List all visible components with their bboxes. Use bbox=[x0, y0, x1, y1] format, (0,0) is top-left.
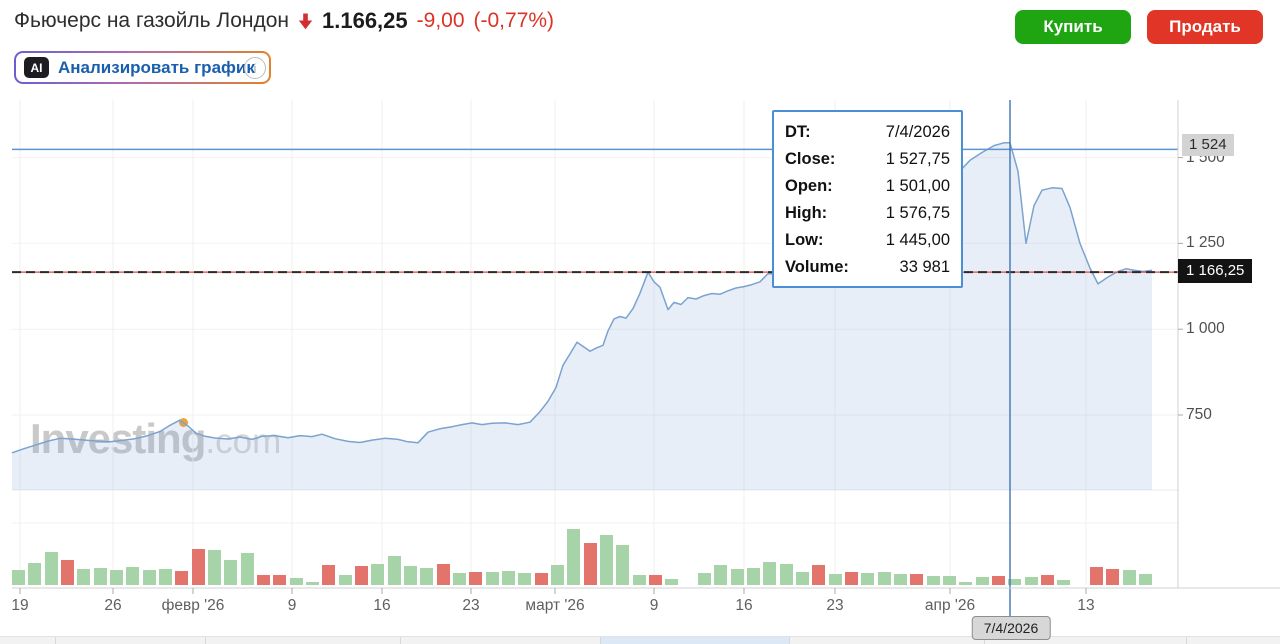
instrument-title: Фьючерс на газойль Лондон bbox=[14, 9, 289, 32]
last-price-badge: 1 166,25 bbox=[1178, 259, 1253, 283]
tooltip-row-close: Close: 1 527,75 bbox=[785, 150, 950, 168]
tooltip-row-volume: Volume: 33 981 bbox=[785, 258, 950, 276]
timeframe-cell-separator bbox=[1186, 637, 1187, 644]
tooltip-row-high: High: 1 576,75 bbox=[785, 204, 950, 222]
timeframe-cell-active[interactable] bbox=[600, 637, 789, 644]
instrument-header: Фьючерс на газойль Лондон 1.166,25 -9,00… bbox=[14, 8, 554, 34]
x-axis-label: 26 bbox=[104, 597, 122, 614]
y-axis-label: 1 250 bbox=[1186, 234, 1225, 252]
timeframe-cell-separator bbox=[984, 637, 985, 644]
high-price-badge: 1 524 bbox=[1182, 134, 1234, 156]
timeframe-cell-separator bbox=[400, 637, 401, 644]
analyze-chart-button[interactable]: AI Анализировать график bbox=[14, 51, 271, 84]
x-axis-label: 19 bbox=[11, 597, 29, 614]
timeframe-cell-separator bbox=[600, 637, 601, 644]
analyze-chart-label: Анализировать график bbox=[58, 57, 255, 77]
x-axis-label: 9 bbox=[287, 597, 297, 614]
tooltip-row-dt: DT: 7/4/2026 bbox=[785, 123, 950, 141]
price-down-arrow-icon bbox=[298, 13, 313, 30]
buy-button[interactable]: Купить bbox=[1015, 10, 1131, 44]
timeframe-bar-edge[interactable] bbox=[0, 636, 1280, 644]
x-axis-label: 16 bbox=[373, 597, 391, 614]
x-axis-label: 13 bbox=[1077, 597, 1095, 614]
timeframe-cell-separator bbox=[205, 637, 206, 644]
chart-tooltip: DT: 7/4/2026 Close: 1 527,75 Open: 1 501,00… bbox=[772, 110, 963, 288]
x-axis-label: 23 bbox=[462, 597, 480, 614]
last-price: 1.166,25 bbox=[322, 8, 408, 33]
x-axis-label: 9 bbox=[649, 597, 659, 614]
ai-icon: AI bbox=[24, 57, 49, 78]
timeframe-cell-separator bbox=[55, 637, 56, 644]
investing-watermark: Investing.com bbox=[30, 415, 281, 463]
price-change-percent: (-0,77%) bbox=[473, 9, 555, 32]
sell-button[interactable]: Продать bbox=[1147, 10, 1263, 44]
watermark-suffix: .com bbox=[205, 422, 282, 461]
y-axis-label: 750 bbox=[1186, 406, 1212, 423]
y-axis-label: 1 000 bbox=[1186, 320, 1225, 338]
tooltip-row-open: Open: 1 501,00 bbox=[785, 177, 950, 195]
crosshair-date-badge: 7/4/2026 bbox=[971, 616, 1051, 640]
x-axis-label: март '26 bbox=[525, 597, 585, 614]
analyze-chart-button-inner: AI Анализировать график bbox=[16, 53, 269, 82]
x-axis-label: 23 bbox=[826, 597, 844, 614]
x-axis-label: февр '26 bbox=[161, 597, 225, 614]
tooltip-row-low: Low: 1 445,00 bbox=[785, 231, 950, 249]
timeframe-cell-separator bbox=[789, 637, 790, 644]
info-icon[interactable]: i bbox=[244, 57, 266, 79]
x-axis-label: апр '26 bbox=[924, 597, 976, 614]
price-change: -9,00 bbox=[416, 9, 465, 32]
watermark-orange-dot bbox=[179, 418, 188, 427]
x-axis-label: 16 bbox=[735, 597, 753, 614]
